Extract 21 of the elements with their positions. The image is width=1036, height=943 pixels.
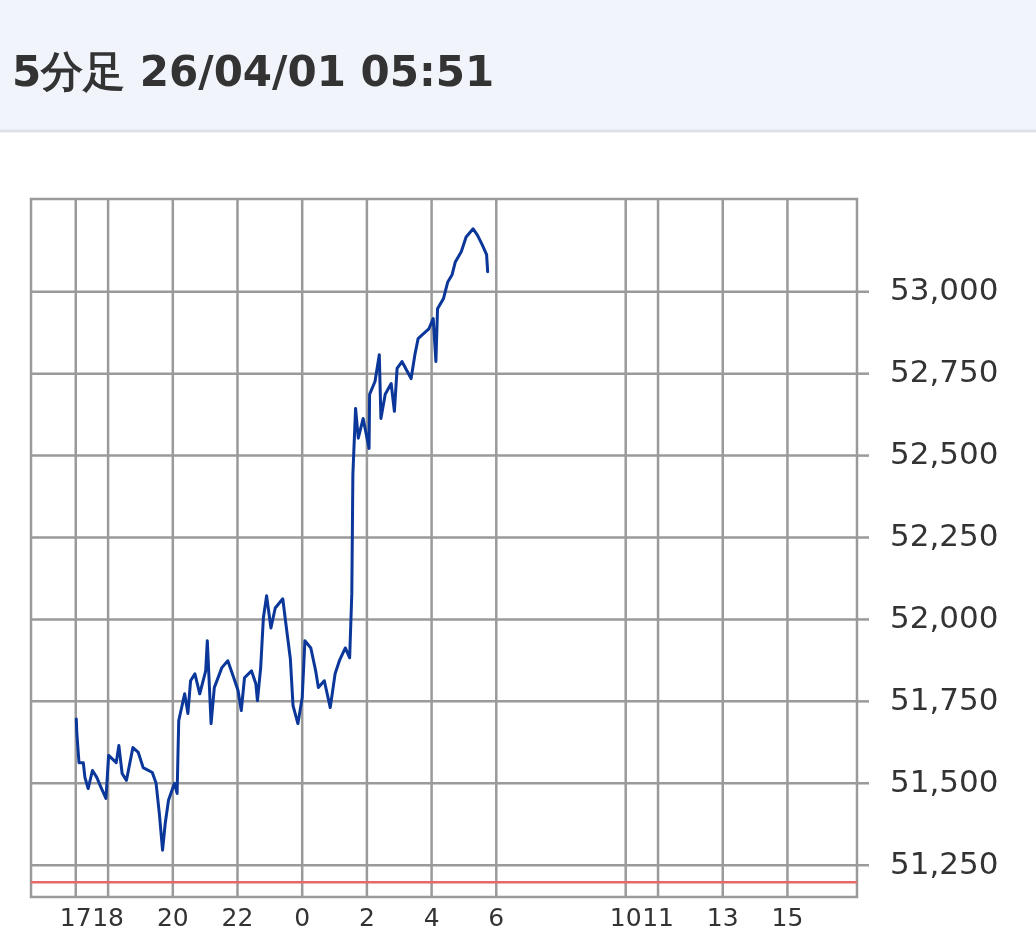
x-tick-label: 0: [294, 903, 311, 932]
y-tick-label: 51,750: [890, 680, 999, 717]
x-tick-label: 15: [771, 903, 804, 932]
x-tick-label: 20: [156, 903, 189, 932]
y-tick-label: 52,250: [890, 517, 999, 554]
x-tick-label: 22: [221, 903, 254, 932]
x-tick-label: 2: [358, 903, 375, 932]
x-tick-label: 4: [423, 903, 440, 932]
x-tick-label: 18: [92, 903, 125, 932]
x-tick-label: 13: [706, 903, 739, 932]
y-tick-label: 52,750: [890, 353, 999, 390]
chart-title: 5分足 26/04/01 05:51: [12, 47, 495, 96]
y-tick-label: 53,000: [890, 271, 999, 308]
x-tick-label: 11: [642, 903, 674, 932]
x-tick-label: 17: [59, 903, 92, 932]
y-tick-label: 51,250: [890, 844, 999, 881]
y-tick-label: 52,500: [890, 435, 999, 472]
x-tick-label: 10: [609, 903, 642, 932]
y-tick-label: 51,500: [890, 762, 999, 799]
x-tick-label: 6: [488, 903, 505, 932]
y-tick-label: 52,000: [890, 598, 999, 635]
